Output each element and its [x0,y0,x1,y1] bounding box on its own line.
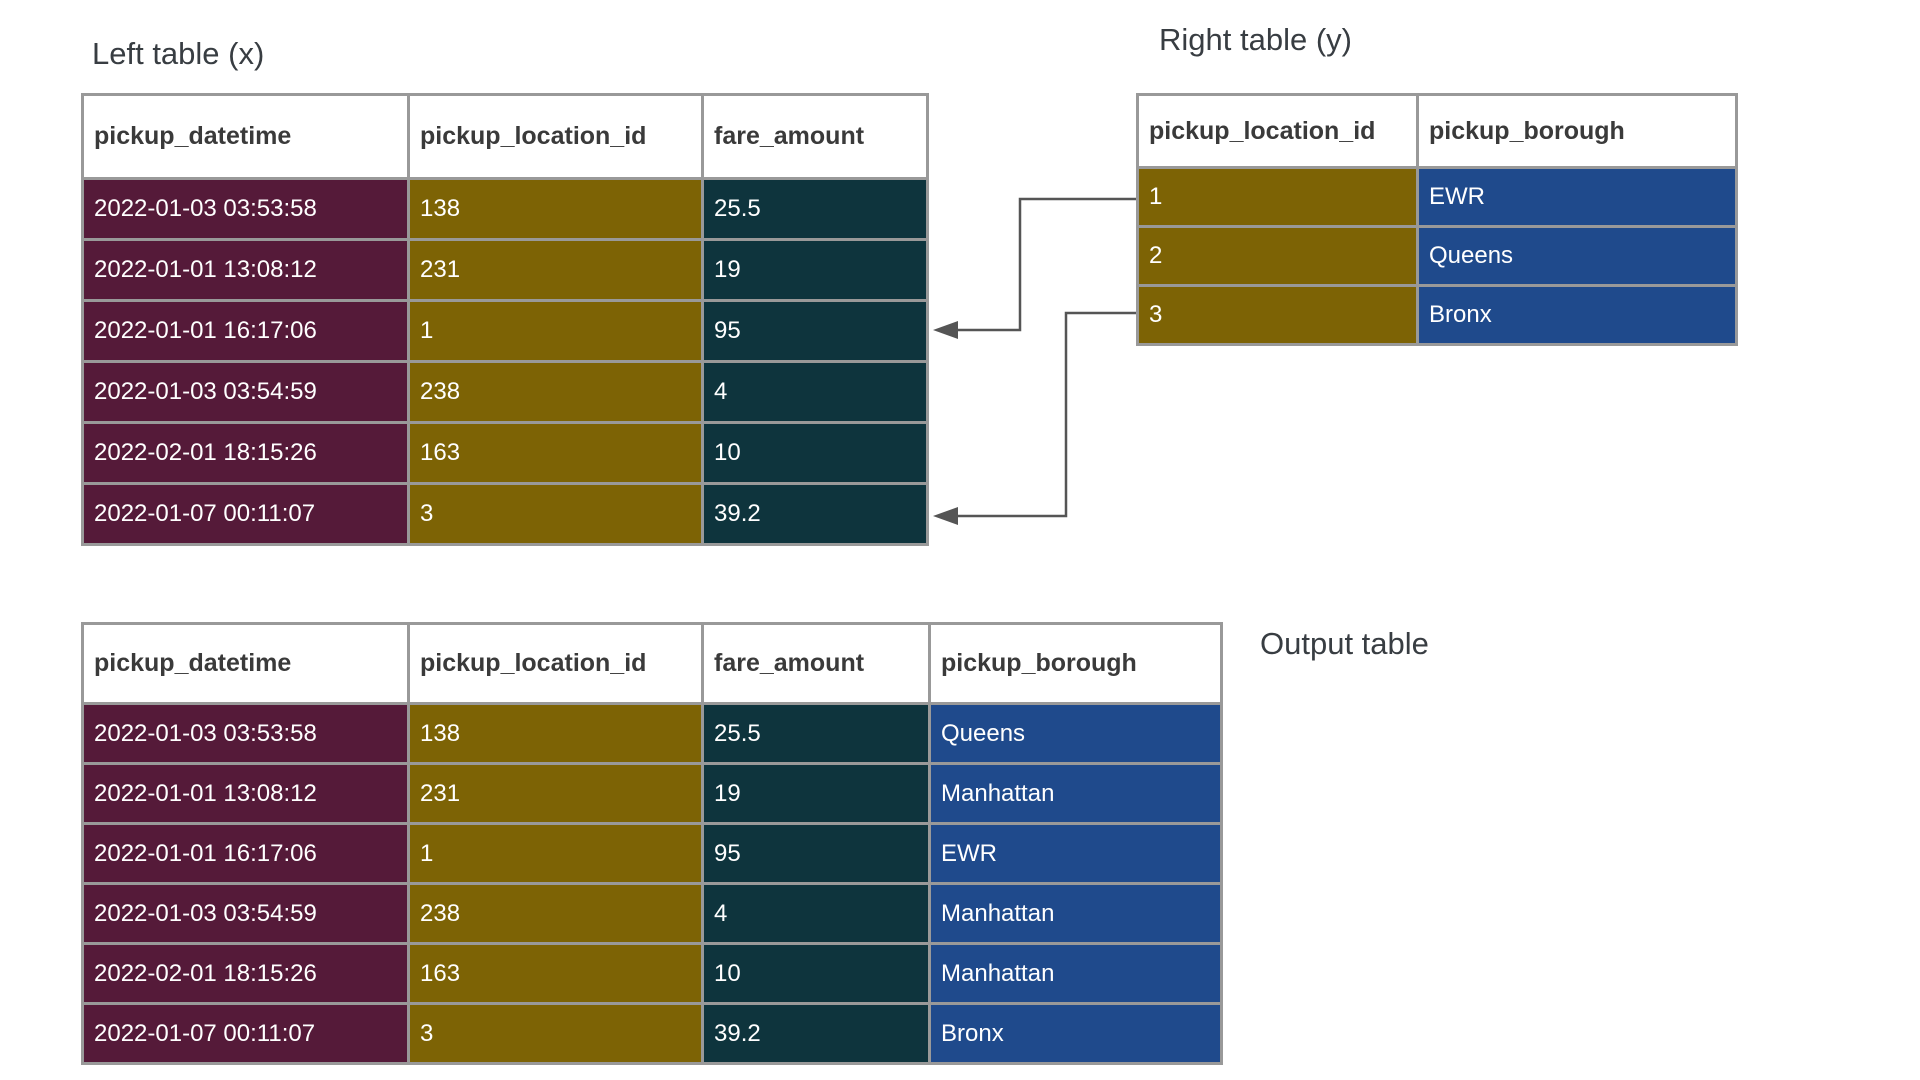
cell-pickup-location-id: 163 [407,942,704,1005]
cell-fare-amount: 95 [701,299,929,363]
join-arrow-1-head-icon [933,321,958,339]
cell-pickup-location-id: 231 [407,762,704,825]
cell-fare-amount: 25.5 [701,177,929,241]
cell-pickup-location-id: 3 [1136,284,1419,346]
table-row: 3 Bronx [1136,284,1738,346]
cell-pickup-location-id: 1 [1136,166,1419,228]
output-header-pickup-borough: pickup_borough [928,622,1223,705]
cell-pickup-location-id: 1 [407,822,704,885]
cell-fare-amount: 39.2 [701,1002,931,1065]
cell-pickup-borough: Queens [1416,225,1738,287]
left-header-pickup-location-id: pickup_location_id [407,93,704,180]
left-table-header-row: pickup_datetime pickup_location_id fare_… [81,93,929,180]
table-row: 2022-01-03 03:53:58 138 25.5 Queens [81,702,1223,765]
table-row: 2022-01-07 00:11:07 3 39.2 [81,482,929,546]
cell-pickup-borough: Bronx [1416,284,1738,346]
output-header-pickup-datetime: pickup_datetime [81,622,410,705]
output-header-pickup-location-id: pickup_location_id [407,622,704,705]
cell-pickup-location-id: 3 [407,1002,704,1065]
cell-pickup-location-id: 138 [407,702,704,765]
cell-pickup-datetime: 2022-01-03 03:53:58 [81,702,410,765]
output-table: pickup_datetime pickup_location_id fare_… [81,622,1223,1065]
right-header-pickup-location-id: pickup_location_id [1136,93,1419,169]
cell-pickup-datetime: 2022-01-03 03:54:59 [81,360,410,424]
cell-pickup-borough: Queens [928,702,1223,765]
left-table-title: Left table (x) [92,36,265,71]
cell-pickup-borough: Manhattan [928,762,1223,825]
output-table-header-row: pickup_datetime pickup_location_id fare_… [81,622,1223,705]
table-row: 2022-01-03 03:54:59 238 4 Manhattan [81,882,1223,945]
cell-pickup-borough: Bronx [928,1002,1223,1065]
output-table-title: Output table [1260,626,1429,661]
table-row: 2022-01-01 13:08:12 231 19 [81,238,929,302]
cell-fare-amount: 39.2 [701,482,929,546]
table-row: 2022-01-01 16:17:06 1 95 EWR [81,822,1223,885]
right-table-header-row: pickup_location_id pickup_borough [1136,93,1738,169]
cell-pickup-borough: EWR [928,822,1223,885]
table-row: 2022-01-03 03:54:59 238 4 [81,360,929,424]
table-row: 2022-02-01 18:15:26 163 10 [81,421,929,485]
cell-pickup-datetime: 2022-01-01 16:17:06 [81,299,410,363]
output-header-fare-amount: fare_amount [701,622,931,705]
join-arrow-1-line [957,197,1136,332]
join-arrow-2-head-icon [933,507,958,525]
cell-pickup-location-id: 231 [407,238,704,302]
left-header-pickup-datetime: pickup_datetime [81,93,410,180]
cell-fare-amount: 4 [701,360,929,424]
cell-pickup-datetime: 2022-01-07 00:11:07 [81,482,410,546]
cell-fare-amount: 10 [701,942,931,1005]
right-header-pickup-borough: pickup_borough [1416,93,1738,169]
cell-fare-amount: 19 [701,762,931,825]
cell-fare-amount: 19 [701,238,929,302]
cell-pickup-location-id: 163 [407,421,704,485]
table-row: 2022-01-07 00:11:07 3 39.2 Bronx [81,1002,1223,1065]
right-table-title: Right table (y) [1159,22,1352,57]
right-table: pickup_location_id pickup_borough 1 EWR … [1136,93,1738,346]
left-header-fare-amount: fare_amount [701,93,929,180]
cell-fare-amount: 4 [701,882,931,945]
cell-pickup-datetime: 2022-01-07 00:11:07 [81,1002,410,1065]
table-row: 2022-01-01 16:17:06 1 95 [81,299,929,363]
table-row: 2022-01-01 13:08:12 231 19 Manhattan [81,762,1223,825]
join-arrow-2-line [957,311,1136,518]
table-row: 2022-02-01 18:15:26 163 10 Manhattan [81,942,1223,1005]
cell-fare-amount: 10 [701,421,929,485]
table-row: 2 Queens [1136,225,1738,287]
cell-pickup-datetime: 2022-02-01 18:15:26 [81,942,410,1005]
cell-pickup-location-id: 1 [407,299,704,363]
table-row: 2022-01-03 03:53:58 138 25.5 [81,177,929,241]
cell-pickup-borough: Manhattan [928,942,1223,1005]
cell-fare-amount: 95 [701,822,931,885]
cell-pickup-datetime: 2022-01-01 16:17:06 [81,822,410,885]
cell-pickup-location-id: 3 [407,482,704,546]
cell-pickup-location-id: 238 [407,360,704,424]
cell-pickup-datetime: 2022-01-01 13:08:12 [81,238,410,302]
left-table: pickup_datetime pickup_location_id fare_… [81,93,929,546]
cell-pickup-location-id: 238 [407,882,704,945]
cell-pickup-datetime: 2022-02-01 18:15:26 [81,421,410,485]
cell-pickup-borough: EWR [1416,166,1738,228]
cell-pickup-datetime: 2022-01-03 03:53:58 [81,177,410,241]
cell-pickup-location-id: 138 [407,177,704,241]
cell-pickup-datetime: 2022-01-01 13:08:12 [81,762,410,825]
table-row: 1 EWR [1136,166,1738,228]
cell-pickup-datetime: 2022-01-03 03:54:59 [81,882,410,945]
cell-fare-amount: 25.5 [701,702,931,765]
cell-pickup-location-id: 2 [1136,225,1419,287]
cell-pickup-borough: Manhattan [928,882,1223,945]
